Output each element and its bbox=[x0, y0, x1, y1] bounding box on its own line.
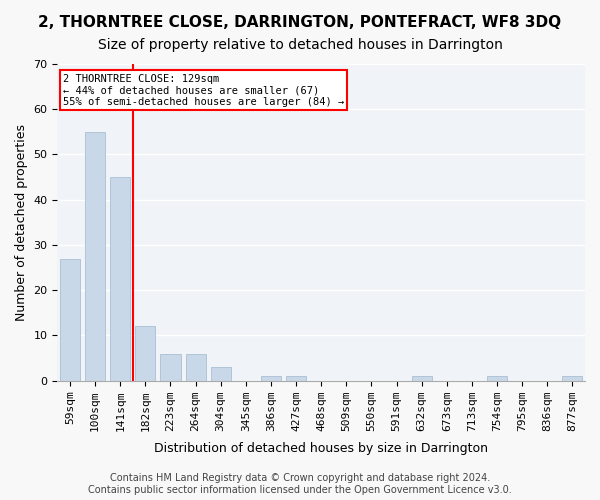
Bar bbox=[211, 367, 231, 380]
Bar bbox=[412, 376, 432, 380]
Bar bbox=[60, 258, 80, 380]
Bar bbox=[110, 177, 130, 380]
Bar bbox=[562, 376, 583, 380]
Bar bbox=[487, 376, 507, 380]
Bar bbox=[135, 326, 155, 380]
Text: 2 THORNTREE CLOSE: 129sqm
← 44% of detached houses are smaller (67)
55% of semi-: 2 THORNTREE CLOSE: 129sqm ← 44% of detac… bbox=[62, 74, 344, 106]
Bar bbox=[85, 132, 105, 380]
Text: Contains HM Land Registry data © Crown copyright and database right 2024.
Contai: Contains HM Land Registry data © Crown c… bbox=[88, 474, 512, 495]
Bar bbox=[261, 376, 281, 380]
Bar bbox=[160, 354, 181, 380]
Bar bbox=[185, 354, 206, 380]
Bar bbox=[286, 376, 306, 380]
Text: Size of property relative to detached houses in Darrington: Size of property relative to detached ho… bbox=[98, 38, 502, 52]
X-axis label: Distribution of detached houses by size in Darrington: Distribution of detached houses by size … bbox=[154, 442, 488, 455]
Text: 2, THORNTREE CLOSE, DARRINGTON, PONTEFRACT, WF8 3DQ: 2, THORNTREE CLOSE, DARRINGTON, PONTEFRA… bbox=[38, 15, 562, 30]
Y-axis label: Number of detached properties: Number of detached properties bbox=[15, 124, 28, 321]
